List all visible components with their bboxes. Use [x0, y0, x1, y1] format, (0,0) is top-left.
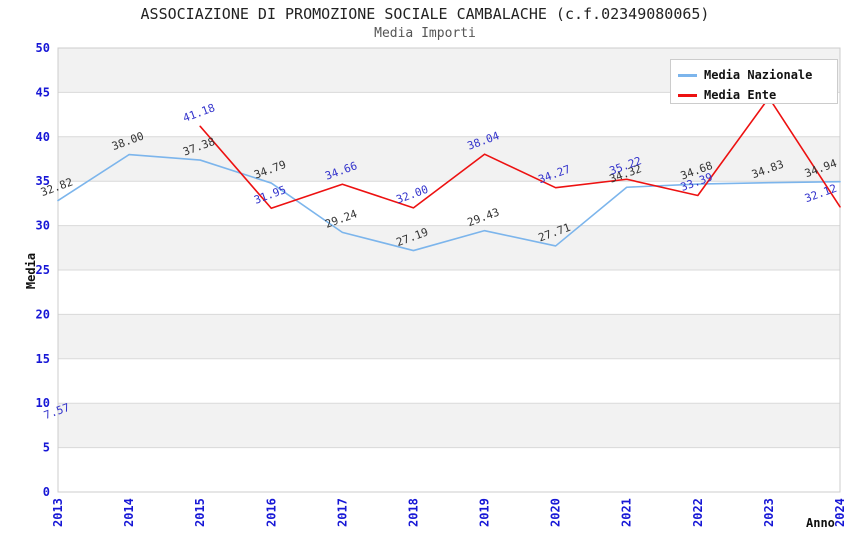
plot-band [58, 181, 840, 226]
chart-subtitle: Media Importi [374, 26, 476, 41]
x-tick-label: 2021 [620, 498, 634, 527]
y-tick-label: 45 [36, 85, 50, 99]
y-tick-label: 20 [36, 307, 50, 321]
x-tick-label: 2020 [549, 498, 563, 527]
chart-title: ASSOCIAZIONE DI PROMOZIONE SOCIALE CAMBA… [140, 5, 710, 23]
x-tick-label: 2016 [264, 498, 278, 527]
y-tick-label: 30 [36, 219, 50, 233]
plot-band [58, 358, 840, 404]
x-tick-label: 2019 [478, 498, 492, 527]
plot-band [58, 314, 840, 359]
y-tick-label: 35 [36, 174, 50, 188]
legend-item-media-ente: Media Ente [678, 85, 837, 105]
legend-swatch-media-nazionale [678, 73, 697, 77]
x-tick-label: 2017 [335, 498, 349, 527]
legend-swatch-media-ente [678, 93, 697, 97]
y-tick-label: 10 [36, 396, 50, 410]
x-tick-label: 2024 [833, 498, 847, 527]
y-tick-label: 0 [43, 485, 50, 499]
y-tick-label: 25 [36, 263, 50, 277]
x-tick-label: 2015 [193, 498, 207, 527]
plot-band [58, 225, 840, 270]
series-line-media-nazionale [57, 153, 841, 252]
y-tick-label: 5 [43, 441, 50, 455]
plot-band [58, 270, 840, 315]
series-line-media-ente [199, 96, 841, 210]
plot-band [58, 403, 840, 448]
y-tick-label: 50 [36, 41, 50, 55]
x-tick-label: 2018 [406, 498, 420, 527]
legend-item-media-nazionale: Media Nazionale [678, 65, 837, 85]
x-tick-label: 2023 [762, 498, 776, 527]
x-tick-label: 2014 [122, 498, 136, 527]
legend-label-media-nazionale: Media Nazionale [704, 68, 813, 82]
x-axis-title: Anno [806, 516, 835, 530]
plot-band [58, 136, 840, 182]
plot-band [58, 447, 840, 492]
x-tick-label: 2022 [691, 498, 705, 527]
legend-label-media-ente: Media Ente [704, 88, 777, 102]
plot-border [57, 47, 841, 493]
x-tick-label: 2013 [51, 498, 65, 527]
y-tick-label: 40 [36, 130, 50, 144]
legend: Media Nazionale Media Ente [670, 59, 838, 104]
y-axis-title: Media [24, 252, 38, 290]
y-tick-label: 15 [36, 352, 50, 366]
